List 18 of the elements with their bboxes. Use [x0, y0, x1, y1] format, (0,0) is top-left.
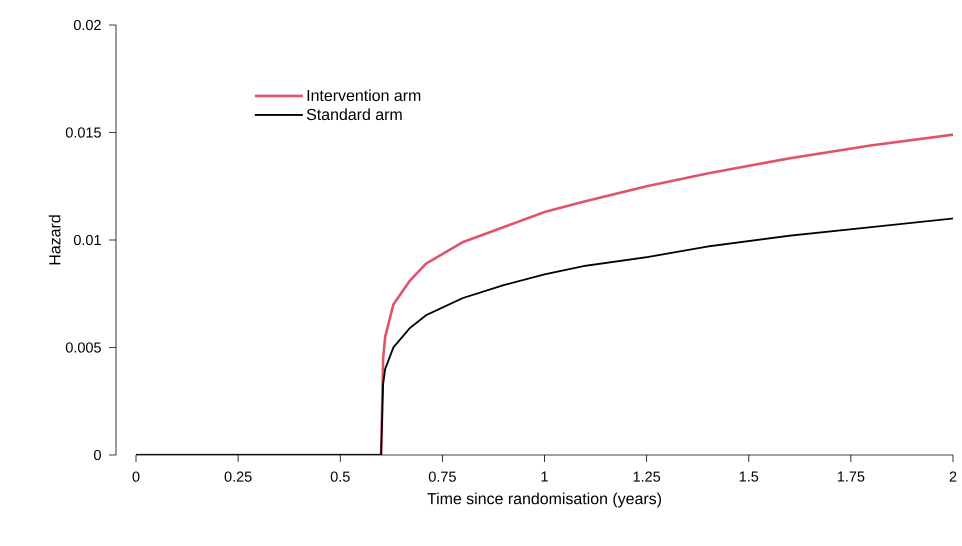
x-tick-label: 0.5	[330, 472, 350, 482]
x-tick-label: 1.75	[838, 472, 864, 482]
x-tick-label: 0	[132, 472, 140, 482]
x-tick-label: 2	[950, 472, 956, 482]
y-tick-label: 0	[94, 450, 101, 460]
legend-label: Standard arm	[306, 108, 402, 120]
x-tick-label: 1	[542, 472, 548, 482]
legend-label: Intervention arm	[308, 89, 420, 102]
y-tick-label: 0.01	[74, 234, 101, 246]
x-tick-label: 1.25	[634, 472, 660, 482]
y-axis-title: Hazard	[48, 215, 60, 264]
y-tick-label: 0.02	[74, 20, 101, 30]
y-tick-label: 0.015	[66, 127, 101, 138]
x-tick-label: 0.25	[224, 472, 252, 482]
x-tick-label: 1.5	[740, 472, 758, 482]
x-tick-label: 0.75	[428, 472, 456, 482]
x-axis-title: Time since randomisation (years)	[427, 492, 661, 508]
y-tick-label: 0.005	[66, 342, 101, 353]
